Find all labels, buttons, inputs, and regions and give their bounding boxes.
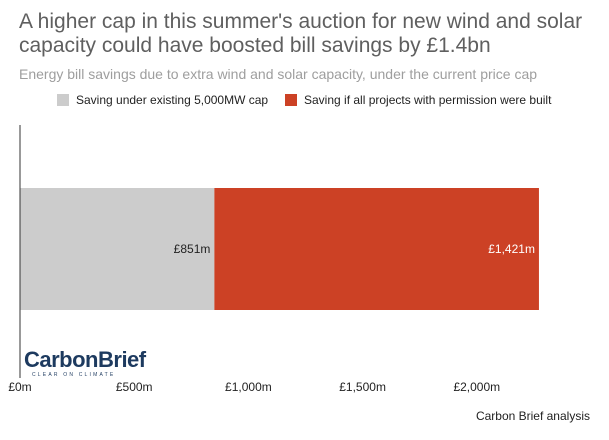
chart-title: A higher cap in this summer's auction fo… (19, 10, 583, 57)
legend-label-all-projects: Saving if all projects with permission w… (304, 93, 552, 107)
legend-item-existing-cap: Saving under existing 5,000MW cap (57, 93, 268, 107)
legend-label-existing-cap: Saving under existing 5,000MW cap (76, 93, 269, 107)
data-label-existing-cap: £851m (174, 242, 211, 256)
x-tick-label: £0m (8, 380, 31, 394)
chart-subtitle: Energy bill savings due to extra wind an… (19, 66, 538, 82)
bar-existing-cap (20, 188, 215, 310)
legend-swatch-all-projects (285, 94, 297, 106)
x-tick-label: £500m (116, 380, 153, 394)
legend: Saving under existing 5,000MW cap Saving… (0, 93, 609, 111)
bar-all-projects (214, 188, 539, 310)
data-label-all-projects: £1,421m (488, 242, 535, 256)
legend-swatch-existing-cap (57, 94, 69, 106)
source-note: Carbon Brief analysis (475, 409, 590, 423)
x-tick-label: £2,000m (453, 380, 500, 394)
x-tick-label: £1,500m (339, 380, 386, 394)
legend-item-all-projects: Saving if all projects with permission w… (285, 93, 551, 107)
logo-tagline: CLEAR ON CLIMATE (32, 372, 116, 378)
carbon-brief-logo: CarbonBrief CLEAR ON CLIMATE (24, 347, 146, 379)
x-tick-label: £1,000m (225, 380, 272, 394)
logo-wordmark: CarbonBrief (24, 347, 146, 372)
